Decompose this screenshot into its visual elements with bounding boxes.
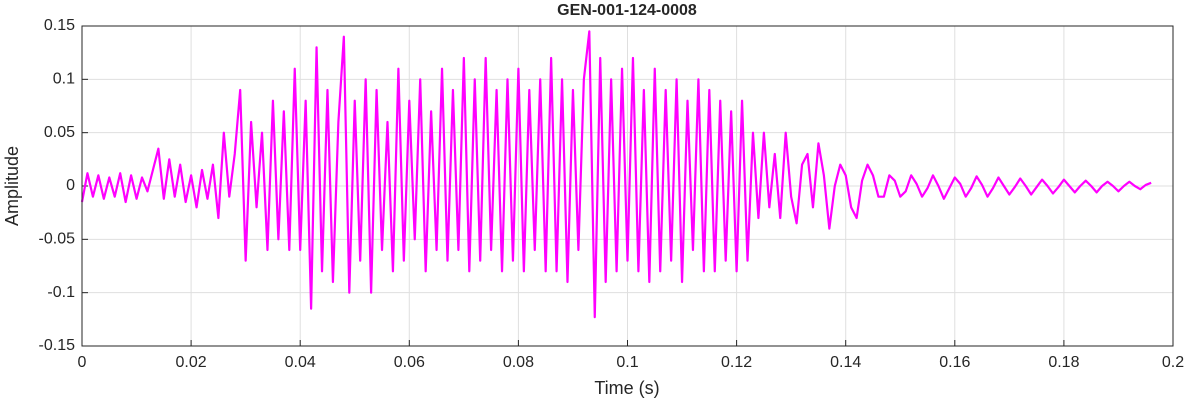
x-tick-label: 0.06: [394, 354, 425, 371]
x-tick-label: 0.12: [721, 354, 752, 371]
x-tick-label: 0.1: [616, 354, 638, 371]
x-tick-label: 0.02: [176, 354, 207, 371]
y-tick-label: -0.15: [39, 337, 76, 354]
x-tick-label: 0.16: [939, 354, 970, 371]
x-tick-label: 0.08: [503, 354, 534, 371]
x-tick-label: 0: [78, 354, 87, 371]
y-tick-label: 0.15: [44, 17, 75, 34]
x-tick-label: 0.18: [1048, 354, 1079, 371]
x-tick-label: 0.04: [285, 354, 316, 371]
chart-title: GEN-001-124-0008: [557, 2, 697, 19]
y-tick-label: -0.05: [39, 231, 76, 248]
axes-box: [81, 25, 1174, 347]
waveform-line: [80, 30, 1152, 319]
x-tick-label: 0.14: [830, 354, 861, 371]
y-tick-label: 0: [66, 177, 75, 194]
y-axis-label: Amplitude: [2, 146, 22, 226]
x-axis-label: Time (s): [594, 378, 659, 398]
y-tick-label: 0.1: [53, 71, 75, 88]
y-tick-label: -0.1: [47, 284, 75, 301]
y-tick-label: 0.05: [44, 124, 75, 141]
x-tick-label: 0.2: [1162, 354, 1184, 371]
